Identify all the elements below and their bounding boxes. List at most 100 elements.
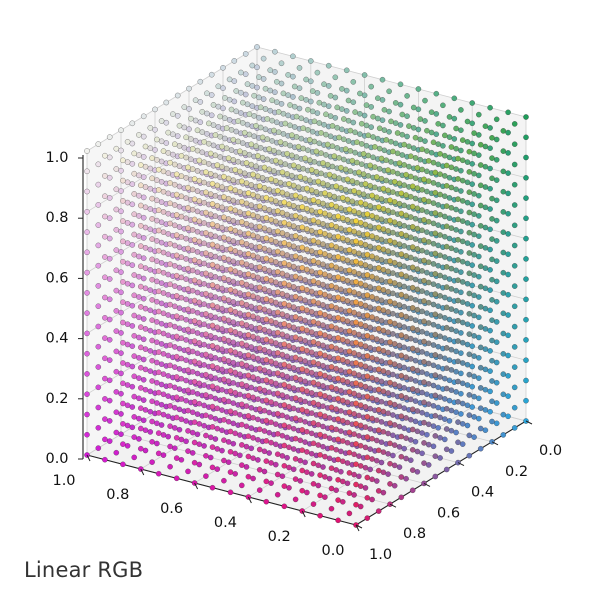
data-point bbox=[261, 407, 268, 414]
data-point bbox=[378, 297, 385, 304]
data-point bbox=[120, 461, 126, 468]
data-point bbox=[387, 339, 393, 345]
data-point bbox=[401, 425, 408, 432]
data-point bbox=[482, 204, 489, 211]
data-point bbox=[136, 172, 142, 179]
data-point bbox=[380, 408, 387, 415]
data-point bbox=[171, 202, 178, 208]
data-point bbox=[511, 181, 518, 188]
data-point bbox=[338, 225, 344, 232]
data-point bbox=[307, 98, 314, 105]
data-point bbox=[328, 445, 335, 451]
data-point bbox=[268, 480, 274, 486]
data-point bbox=[214, 243, 221, 250]
data-point bbox=[207, 333, 214, 339]
data-point bbox=[203, 432, 209, 439]
data-point bbox=[165, 231, 172, 237]
data-point bbox=[212, 132, 219, 138]
data-point bbox=[290, 466, 297, 473]
data-point bbox=[339, 397, 346, 404]
data-point bbox=[432, 270, 439, 277]
data-point bbox=[304, 449, 310, 455]
data-point bbox=[375, 244, 382, 251]
data-point bbox=[225, 195, 232, 202]
data-point bbox=[243, 382, 250, 389]
data-point bbox=[333, 223, 340, 230]
data-point bbox=[477, 141, 484, 148]
data-point bbox=[381, 106, 388, 113]
data-point bbox=[167, 342, 173, 348]
data-point bbox=[118, 269, 124, 275]
data-point bbox=[523, 114, 529, 120]
data-point bbox=[292, 273, 299, 280]
data-point bbox=[302, 398, 308, 405]
data-point bbox=[227, 469, 234, 475]
data-point bbox=[284, 171, 290, 177]
data-point bbox=[225, 337, 232, 344]
tick-mark bbox=[140, 468, 145, 476]
data-point bbox=[316, 140, 323, 147]
data-point bbox=[269, 117, 275, 124]
data-point bbox=[313, 148, 320, 155]
data-point bbox=[317, 431, 323, 438]
data-point bbox=[398, 413, 405, 420]
data-point bbox=[317, 411, 323, 418]
data-point bbox=[365, 172, 372, 179]
data-point bbox=[477, 324, 484, 330]
data-point bbox=[106, 215, 113, 222]
data-point bbox=[443, 324, 450, 331]
data-point bbox=[443, 466, 450, 473]
data-point bbox=[136, 334, 142, 341]
data-point bbox=[232, 450, 239, 457]
data-point bbox=[246, 151, 253, 158]
data-point bbox=[482, 184, 489, 190]
data-point bbox=[310, 237, 317, 244]
data-point bbox=[249, 82, 256, 89]
data-point bbox=[458, 411, 464, 417]
data-point bbox=[339, 478, 346, 485]
data-point bbox=[272, 380, 279, 387]
data-point bbox=[367, 365, 374, 371]
data-point bbox=[419, 268, 425, 274]
data-point bbox=[378, 459, 385, 466]
data-point bbox=[291, 83, 298, 90]
data-point bbox=[511, 222, 518, 229]
data-point bbox=[158, 239, 165, 246]
data-point bbox=[256, 244, 263, 250]
data-point bbox=[469, 363, 476, 370]
data-point bbox=[446, 195, 453, 201]
data-point bbox=[158, 280, 165, 286]
data-point bbox=[201, 402, 207, 409]
data-point bbox=[477, 202, 484, 209]
data-point bbox=[403, 252, 409, 259]
data-point bbox=[356, 473, 362, 480]
data-point bbox=[167, 159, 173, 166]
data-point bbox=[333, 284, 340, 291]
data-point bbox=[414, 387, 421, 394]
data-point bbox=[458, 188, 464, 194]
data-point bbox=[289, 132, 295, 138]
data-point bbox=[84, 290, 90, 296]
data-point bbox=[328, 384, 335, 390]
data-point bbox=[419, 186, 425, 193]
data-point bbox=[511, 262, 518, 269]
data-point bbox=[398, 332, 405, 338]
data-point bbox=[466, 229, 473, 236]
data-point bbox=[396, 342, 403, 349]
data-point bbox=[314, 69, 321, 76]
data-point bbox=[209, 201, 216, 207]
data-point bbox=[251, 113, 257, 119]
data-point bbox=[435, 222, 442, 228]
data-point bbox=[209, 342, 216, 349]
data-point bbox=[387, 460, 393, 467]
data-point bbox=[412, 418, 419, 425]
data-point bbox=[315, 280, 322, 286]
data-point bbox=[196, 258, 203, 265]
data-point bbox=[279, 270, 286, 277]
data-point bbox=[165, 312, 172, 318]
data-point bbox=[453, 186, 459, 193]
data-point bbox=[437, 151, 443, 157]
data-point bbox=[102, 233, 108, 240]
data-point bbox=[396, 160, 403, 166]
data-point bbox=[344, 480, 351, 487]
